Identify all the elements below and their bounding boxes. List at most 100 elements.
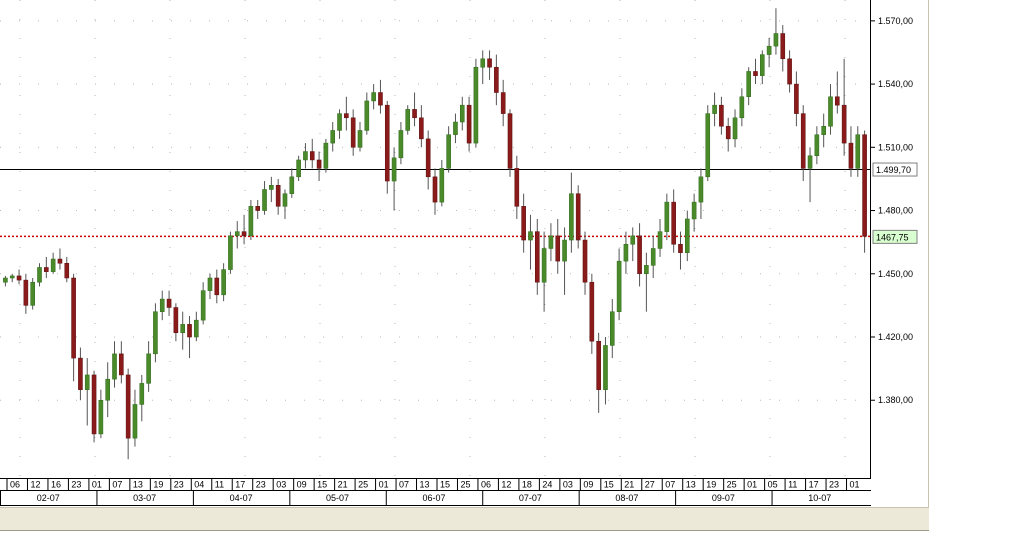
candle-down [835, 96, 840, 106]
candle-up [855, 134, 861, 169]
day-label: 11 [215, 480, 224, 490]
candle-down [719, 104, 724, 127]
candle-up [650, 248, 656, 266]
candle-up [105, 378, 110, 401]
candle-down [64, 262, 70, 279]
candle-down [589, 281, 595, 342]
day-label: 09 [583, 480, 593, 490]
candle-down [350, 117, 356, 148]
day-label: 23 [71, 480, 81, 490]
candle-down [23, 279, 29, 306]
candle-down [57, 258, 63, 264]
candle-up [712, 104, 717, 114]
candle-down [575, 193, 581, 241]
candle-up [337, 113, 342, 131]
day-label: 27 [645, 480, 655, 490]
candle-up [623, 244, 629, 262]
candle-up [562, 239, 567, 262]
candle-up [773, 33, 779, 47]
candle-up [821, 125, 826, 135]
candle-down [848, 142, 854, 169]
day-label: 04 [194, 480, 204, 490]
candle-up [480, 58, 486, 68]
candle-up [828, 96, 833, 127]
candle-up [732, 117, 738, 140]
candle-up [453, 121, 458, 135]
candle-up [248, 206, 254, 237]
month-label: 09-07 [712, 493, 735, 503]
candle-down [309, 151, 315, 161]
candle-up [439, 168, 445, 203]
candle-up [391, 157, 397, 182]
candle-up [739, 96, 745, 119]
day-label: 03 [563, 480, 573, 490]
candle-down [494, 66, 499, 93]
day-label: 13 [133, 480, 143, 490]
candle-down [187, 324, 192, 338]
candle-down [555, 235, 561, 262]
candle-up [698, 176, 704, 203]
last-price-tag: 1467,75 [872, 229, 918, 244]
candle-up [139, 383, 145, 405]
day-label: 01 [379, 480, 389, 490]
candle-up [541, 248, 547, 283]
candle-up [98, 399, 104, 435]
candle-up [459, 104, 465, 123]
day-label: 07 [665, 480, 675, 490]
candle-down [514, 168, 520, 207]
candle-up [303, 151, 308, 161]
candle-down [521, 206, 526, 241]
candle-up [262, 189, 267, 211]
candle-up [289, 176, 295, 194]
candle-up [112, 353, 117, 380]
candle-up [609, 311, 615, 346]
candle-up [84, 374, 90, 390]
candle-up [630, 235, 636, 245]
candle-up [50, 258, 56, 272]
y-tick-label: 1.540,00 [878, 79, 913, 89]
candle-down [214, 277, 220, 296]
candle-up [664, 201, 670, 232]
candle-up [685, 218, 690, 253]
candle-down [241, 231, 247, 237]
y-tick-label: 1.380,00 [878, 395, 913, 405]
candle-up [180, 324, 185, 334]
y-tick-label: 1.510,00 [878, 142, 913, 152]
candle-down [275, 185, 281, 207]
horizontal-scrollbar[interactable] [0, 507, 929, 531]
month-label: 03-07 [133, 493, 156, 503]
day-label: 17 [809, 480, 819, 490]
month-label: 02-07 [37, 493, 60, 503]
candle-up [528, 231, 533, 241]
candle-down [412, 109, 417, 119]
candle-down [466, 104, 472, 144]
month-label: 10-07 [808, 493, 831, 503]
candle-up [30, 281, 35, 306]
candle-down [419, 117, 424, 140]
candle-up [159, 298, 165, 312]
day-label: 23 [174, 480, 184, 490]
day-label: 21 [624, 480, 634, 490]
candle-up [398, 130, 404, 159]
candle-down [91, 374, 97, 435]
candle-down [44, 267, 49, 272]
candle-down [78, 357, 83, 390]
candle-up [132, 404, 138, 439]
candle-up [3, 277, 8, 283]
candle-up [473, 66, 479, 144]
day-label: 19 [153, 480, 163, 490]
day-label: 05 [768, 480, 778, 490]
candle-up [364, 100, 370, 131]
candle-up [9, 275, 15, 279]
day-label: 06 [10, 480, 20, 490]
candle-up [760, 54, 765, 76]
candle-up [234, 231, 240, 237]
candle-up [657, 231, 663, 249]
candle-down [432, 176, 438, 203]
candle-down [71, 277, 76, 359]
candle-down [780, 33, 786, 60]
candle-up [37, 267, 42, 283]
candle-up [221, 269, 226, 296]
candle-down [500, 92, 506, 114]
